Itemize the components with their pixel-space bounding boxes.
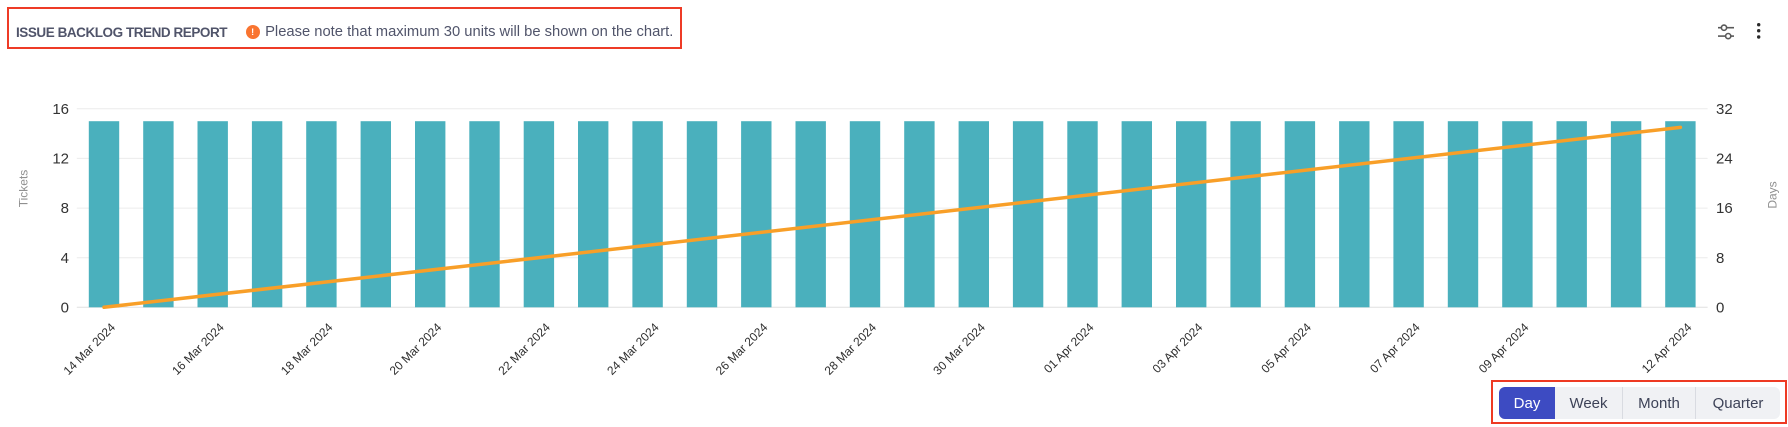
- svg-text:14 Mar 2024: 14 Mar 2024: [61, 320, 119, 378]
- svg-text:12: 12: [52, 151, 69, 168]
- svg-text:24: 24: [1716, 151, 1733, 168]
- svg-text:16: 16: [52, 101, 69, 118]
- svg-text:18 Mar 2024: 18 Mar 2024: [278, 320, 336, 378]
- svg-text:24 Mar 2024: 24 Mar 2024: [604, 320, 662, 378]
- svg-text:05 Apr 2024: 05 Apr 2024: [1258, 320, 1314, 376]
- svg-text:03 Apr 2024: 03 Apr 2024: [1150, 320, 1206, 376]
- svg-text:07 Apr 2024: 07 Apr 2024: [1367, 320, 1423, 376]
- svg-text:8: 8: [61, 200, 69, 217]
- svg-text:Tickets: Tickets: [17, 170, 31, 208]
- svg-text:32: 32: [1716, 101, 1733, 118]
- svg-text:28 Mar 2024: 28 Mar 2024: [822, 320, 880, 378]
- svg-text:01 Apr 2024: 01 Apr 2024: [1041, 320, 1097, 376]
- svg-text:16 Mar 2024: 16 Mar 2024: [169, 320, 227, 378]
- svg-text:Days: Days: [1766, 181, 1780, 208]
- svg-text:22 Mar 2024: 22 Mar 2024: [495, 320, 553, 378]
- svg-text:0: 0: [61, 300, 69, 317]
- svg-text:09 Apr 2024: 09 Apr 2024: [1476, 320, 1532, 376]
- svg-text:4: 4: [61, 250, 69, 267]
- svg-text:30 Mar 2024: 30 Mar 2024: [930, 320, 988, 378]
- svg-text:8: 8: [1716, 250, 1724, 267]
- svg-text:26 Mar 2024: 26 Mar 2024: [713, 320, 771, 378]
- svg-text:16: 16: [1716, 200, 1733, 217]
- svg-text:12 Apr 2024: 12 Apr 2024: [1639, 320, 1695, 376]
- svg-text:20 Mar 2024: 20 Mar 2024: [387, 320, 445, 378]
- svg-text:0: 0: [1716, 300, 1724, 317]
